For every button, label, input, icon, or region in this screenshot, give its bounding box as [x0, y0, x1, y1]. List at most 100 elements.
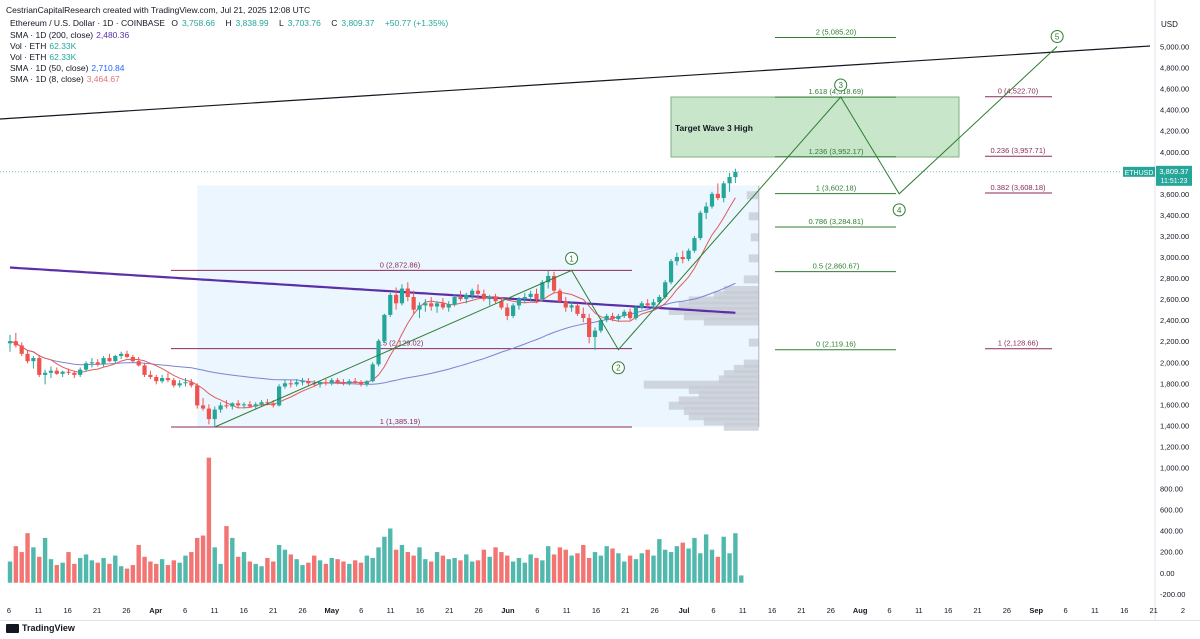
fib-right-label: 1 (2,128.66)	[998, 339, 1039, 348]
candle-body	[43, 372, 48, 375]
candle-body	[113, 355, 118, 362]
candle-body	[592, 330, 598, 337]
volume-bar	[130, 565, 136, 583]
price-tick-label: 1,800.00	[1160, 379, 1189, 388]
volume-profile-bar	[743, 359, 759, 368]
volume-bar	[493, 547, 498, 583]
volume-bar	[557, 547, 563, 583]
candle-body	[54, 370, 59, 374]
candle-body	[522, 296, 527, 300]
volume-bar	[171, 560, 176, 583]
candle-body	[686, 250, 691, 260]
volume-bar	[399, 544, 405, 583]
symbol-title[interactable]: Ethereum / U.S. Dollar · 1D · COINBASE	[10, 18, 165, 28]
time-tick-label: 11	[387, 606, 395, 615]
volume-bar	[294, 559, 299, 583]
volume-profile-bar	[723, 370, 759, 379]
volume-bar	[727, 553, 732, 583]
time-tick-label: 26	[298, 606, 306, 615]
candle-body	[516, 299, 522, 306]
volume-bar	[165, 565, 171, 583]
candle-body	[154, 376, 159, 382]
time-tick-label: 6	[359, 606, 363, 615]
candle-body	[60, 371, 65, 374]
price-tick-label: 400.00	[1160, 527, 1183, 536]
time-tick-label: 6	[7, 606, 11, 615]
time-tick-label: 6	[887, 606, 891, 615]
candle-body	[399, 288, 405, 304]
time-tick-label: Aug	[853, 606, 868, 615]
price-tick-label: 1,000.00	[1160, 464, 1189, 473]
candle-body	[575, 305, 580, 314]
volume-bar	[440, 555, 446, 583]
volume-bar	[317, 560, 323, 583]
indicator-sma50[interactable]: SMA · 1D (50, close) 2,710.84	[10, 63, 125, 73]
volume-bar	[739, 575, 744, 583]
ohlc-high: H 3,838.99	[225, 18, 269, 28]
candle-body	[429, 303, 434, 307]
volume-bar	[312, 555, 317, 583]
fib-level-label: 0.5 (2,129.02)	[377, 339, 424, 348]
volume-bar	[142, 556, 147, 583]
volume-bar	[487, 556, 492, 583]
wave-marker-icon	[565, 251, 579, 265]
volume-bar	[72, 563, 77, 583]
volume-bar	[189, 552, 194, 583]
candle-body	[434, 303, 440, 307]
indicator-volume-2[interactable]: Vol · ETH 62.33K	[10, 52, 77, 62]
price-tick-label: 600.00	[1160, 506, 1183, 515]
volume-bar	[663, 549, 668, 583]
candle-body	[470, 290, 475, 295]
candle-body	[341, 382, 346, 384]
volume-bar	[259, 566, 264, 583]
volume-bar	[534, 557, 539, 583]
candle-body	[598, 320, 603, 331]
candle-body	[487, 296, 492, 300]
time-tick-label: Apr	[149, 606, 162, 615]
candle-body	[715, 193, 720, 199]
ohlc-change: +50.77 (+1.35%)	[384, 18, 449, 28]
volume-bar	[200, 535, 206, 583]
volume-bar	[651, 555, 656, 583]
price-tick-label: 4,000.00	[1160, 148, 1189, 157]
indicator-sma8[interactable]: SMA · 1D (8, close) 3,464.67	[10, 74, 120, 84]
ohlc-open: O 3,758.66	[171, 18, 216, 28]
candle-body	[604, 315, 609, 321]
candle-body	[177, 383, 182, 386]
time-tick-label: 21	[797, 606, 805, 615]
tradingview-logo[interactable]: TradingView	[6, 623, 75, 633]
volume-bar	[341, 561, 346, 583]
time-tick-label: Jul	[679, 606, 690, 615]
indicator-volume-1[interactable]: Vol · ETH 62.33K	[10, 41, 77, 51]
candle-body	[165, 378, 171, 381]
candle-body	[101, 358, 106, 365]
volume-bar	[411, 555, 416, 583]
candle-body	[230, 403, 235, 407]
volume-bar	[136, 544, 141, 583]
wave-marker-icon	[1050, 30, 1064, 43]
volume-bar	[733, 533, 738, 583]
candle-body	[616, 315, 621, 320]
candle-body	[376, 341, 381, 365]
volume-bar	[78, 557, 83, 583]
volume-bar	[563, 549, 568, 583]
candle-body	[458, 296, 463, 300]
volume-bar	[25, 533, 30, 583]
volume-bar	[335, 559, 340, 583]
indicator-sma200[interactable]: SMA · 1D (200, close) 2,480.36	[10, 30, 130, 40]
time-tick-label: 11	[1091, 606, 1099, 615]
time-tick-label: 21	[93, 606, 101, 615]
volume-bar	[101, 557, 106, 583]
candle-body	[563, 301, 568, 308]
price-tag	[1156, 165, 1192, 186]
fib-level-label: 1 (1,385.19)	[380, 417, 421, 426]
price-tick-label: 1,600.00	[1160, 400, 1189, 409]
volume-bar	[505, 555, 510, 583]
candle-body	[651, 302, 656, 306]
volume-profile-bar	[723, 285, 759, 294]
candle-body	[370, 364, 375, 382]
price-tick-label: 3,400.00	[1160, 211, 1189, 220]
volume-bar	[66, 552, 71, 583]
volume-profile-bar	[698, 391, 759, 400]
